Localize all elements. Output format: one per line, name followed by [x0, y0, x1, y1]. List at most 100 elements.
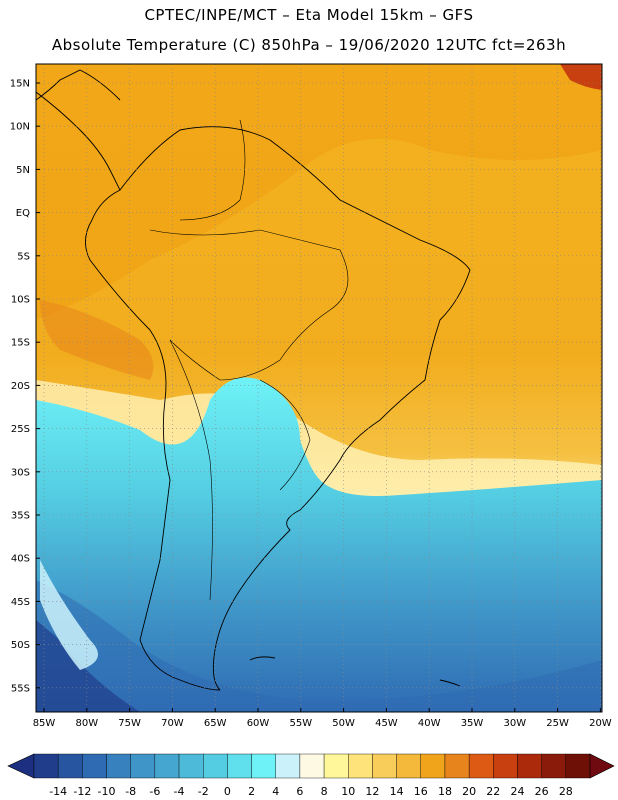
colorbar-label: -14 [49, 785, 67, 798]
colorbar-label: -10 [98, 785, 116, 798]
colorbar-swatch [227, 753, 252, 779]
colorbar-swatch [372, 753, 397, 779]
colorbar-label: 22 [486, 785, 500, 798]
warm-core-pacific [40, 300, 154, 380]
pacific-pale-streak [40, 560, 98, 670]
colorbar-labels: -14 -12 -10 -8 -6 -4 -2 0 2 4 6 8 10 12 14 16 18 20 22 24 26… [49, 785, 573, 798]
lon-tick-label: 35W [461, 718, 484, 729]
colorbar-swatch [33, 753, 59, 779]
colorbar-label: 20 [462, 785, 476, 798]
lat-tick-label: 5N [16, 165, 30, 176]
lon-tick-label: 85W [33, 718, 56, 729]
coastlines [36, 69, 471, 691]
border-paraguay [259, 379, 311, 491]
colorbar-under-arrow [7, 753, 35, 779]
falklands [249, 656, 276, 661]
colorbar-swatch [178, 753, 204, 779]
lat-tick-label: 5S [17, 251, 30, 262]
colorbar-swatch [323, 753, 349, 779]
lat-tick-label: 20S [11, 381, 30, 392]
colorbar-swatch [154, 753, 180, 779]
cold-region [36, 377, 602, 712]
colorbar-label: -12 [73, 785, 91, 798]
title-line-2: Absolute Temperature (C) 850hPa – 19/06/… [51, 36, 567, 54]
latitude-labels: 15N 10N 5N EQ 5S 10S 15S 20S 25S 30S 35S 40S 45S 50S 5… [10, 79, 40, 694]
colorbar-swatch [517, 753, 542, 779]
lat-tick-label: 15N [10, 79, 30, 90]
border-venezuela [179, 119, 246, 221]
lon-tick-label: 80W [75, 718, 98, 729]
colorbar-label: 24 [510, 785, 524, 798]
colorbar-swatch [348, 753, 373, 779]
lon-tick-label: 55W [289, 718, 312, 729]
lon-tick-label: 25W [546, 718, 569, 729]
colorbar-label: 4 [272, 785, 279, 798]
lon-tick-label: 40W [418, 718, 441, 729]
hot-spot-northeast [560, 64, 602, 90]
colorbar-swatch [493, 753, 518, 779]
warm-core-north [36, 64, 602, 320]
colorbar-label: 8 [321, 785, 328, 798]
east-coast [119, 126, 471, 691]
colorbar-swatch [106, 753, 131, 779]
country-borders [149, 119, 349, 601]
colorbar-swatch [57, 753, 83, 779]
map-frame [35, 63, 603, 713]
lon-tick-label: 20W [589, 718, 612, 729]
lat-tick-label: 10N [10, 122, 30, 133]
lat-lon-grid [36, 64, 602, 712]
lat-tick-label: 35S [11, 511, 30, 522]
colorbar-label: 18 [438, 785, 452, 798]
colorbar-swatch [275, 753, 301, 779]
colorbar-label: -4 [174, 785, 185, 798]
colorbar-label: 28 [559, 785, 573, 798]
border-brazil-west [149, 229, 349, 381]
colorbar-label: 12 [365, 785, 379, 798]
west-coast [36, 91, 221, 691]
colorbar-label: 14 [390, 785, 404, 798]
lon-tick-label: 65W [204, 718, 227, 729]
colorbar [7, 753, 615, 779]
colorbar-swatch [444, 753, 470, 779]
lat-tick-label: 55S [11, 683, 30, 694]
lon-tick-label: 30W [503, 718, 526, 729]
colorbar-swatch [565, 753, 591, 779]
longitude-labels: 85W 80W 75W 70W 65W 60W 55W 50W 45W 40W 35W 30W 25W 2… [33, 708, 612, 729]
lat-tick-label: 10S [11, 295, 30, 306]
colorbar-label: 10 [341, 785, 355, 798]
colorbar-label: -2 [198, 785, 209, 798]
central-america [36, 69, 121, 101]
colorbar-swatch [130, 753, 156, 779]
colorbar-label: 0 [224, 785, 231, 798]
lat-tick-label: 15S [11, 338, 30, 349]
lat-tick-label: EQ [16, 208, 30, 219]
colorbar-label: 6 [296, 785, 303, 798]
border-andes [169, 339, 213, 601]
lon-tick-label: 45W [375, 718, 398, 729]
colorbar-swatch [541, 753, 567, 779]
colorbar-swatch [396, 753, 421, 779]
lon-tick-label: 50W [332, 718, 355, 729]
lon-tick-label: 75W [118, 718, 141, 729]
colorbar-label: 2 [248, 785, 255, 798]
colorbar-swatch [468, 753, 494, 779]
lat-tick-label: 40S [11, 554, 30, 565]
temperature-field [36, 64, 602, 712]
lat-tick-label: 30S [11, 467, 30, 478]
colorbar-label: 16 [414, 785, 428, 798]
lon-tick-label: 70W [161, 718, 184, 729]
colorbar-label: -6 [149, 785, 160, 798]
colorbar-swatch [203, 753, 228, 779]
lon-tick-label: 60W [247, 718, 270, 729]
colorbar-label: -8 [125, 785, 136, 798]
colorbar-swatch [420, 753, 446, 779]
colorbar-label: 26 [535, 785, 549, 798]
colorbar-swatch [251, 753, 276, 779]
lat-tick-label: 25S [11, 424, 30, 435]
lat-tick-label: 50S [11, 640, 30, 651]
colorbar-swatch [82, 753, 107, 779]
colorbar-over-arrow [589, 753, 615, 779]
colorbar-swatch [299, 753, 325, 779]
lat-tick-label: 45S [11, 597, 30, 608]
